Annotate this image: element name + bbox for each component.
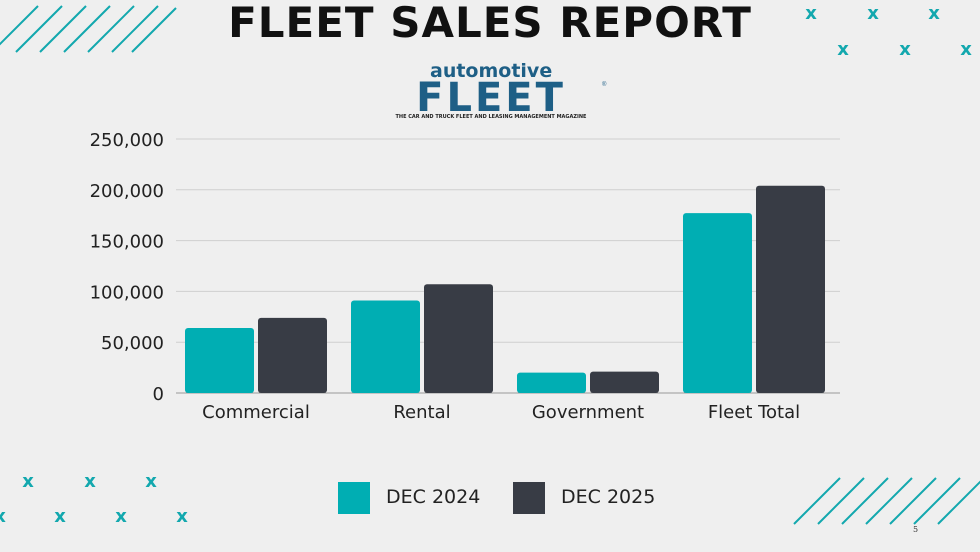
legend-label-dec-2024: DEC 2024: [386, 486, 481, 508]
y-tick-label: 200,000: [90, 181, 164, 202]
y-tick-label: 100,000: [90, 282, 164, 303]
logo-word-automotive: automotive: [430, 60, 553, 82]
bars: [185, 185, 825, 393]
x-axis-tick-labels: Commercial Rental Government Fleet Total: [202, 402, 800, 423]
legend-label-dec-2025: DEC 2025: [561, 486, 656, 508]
logo-registered-mark: ®: [602, 82, 607, 88]
bar-fleet-total-dec-2024: [683, 213, 752, 393]
x-tick-label-commercial: Commercial: [202, 402, 310, 423]
x-marker-4: x: [899, 39, 911, 60]
x-marker-12: x: [176, 506, 188, 527]
x-tick-label-fleet-total: Fleet Total: [708, 402, 800, 423]
y-tick-label: 150,000: [90, 232, 164, 253]
x-marker-7: x: [84, 471, 96, 492]
stripes-top-left-decoration: [0, 5, 177, 53]
logo-word-fleet: FLEET: [416, 75, 566, 121]
y-axis-tick-labels: 0 50,000 100,000 150,000 200,000 250,000: [90, 130, 164, 405]
x-marker-5: x: [960, 39, 972, 60]
bar-government-dec-2024: [517, 372, 586, 393]
x-tick-label-rental: Rental: [393, 402, 450, 423]
x-marker-1: x: [867, 3, 879, 24]
bar-chart: 0 50,000 100,000 150,000 200,000 250,000 Comm…: [90, 130, 840, 423]
automotive-fleet-logo: automotive FLEET ® THE CAR AND TRUCK FLE…: [378, 60, 608, 122]
bar-government-dec-2025: [590, 371, 659, 393]
x-marker-2: x: [928, 3, 940, 24]
bar-commercial-dec-2025: [258, 317, 327, 393]
x-marker-10: x: [54, 506, 66, 527]
bar-fleet-total-dec-2025: [756, 185, 825, 393]
x-marker-6: x: [22, 471, 34, 492]
legend-swatch-dec-2024: [338, 482, 370, 514]
x-marker-8: x: [145, 471, 157, 492]
stripes-bottom-right-decoration: [793, 477, 980, 525]
x-marker-3: x: [837, 39, 849, 60]
bar-rental-dec-2024: [351, 300, 420, 393]
y-tick-label: 250,000: [90, 130, 164, 151]
x-marker-11: x: [115, 506, 127, 527]
page-number: 5: [913, 525, 919, 534]
bar-commercial-dec-2024: [185, 327, 254, 393]
y-tick-label: 50,000: [101, 333, 164, 354]
x-tick-label-government: Government: [532, 402, 644, 423]
bar-rental-dec-2025: [424, 284, 493, 393]
legend-swatch-dec-2025: [513, 482, 545, 514]
x-marker-9: x: [0, 506, 6, 527]
x-marker-0: x: [805, 3, 817, 24]
logo-tagline: THE CAR AND TRUCK FLEET AND LEASING MANA…: [395, 114, 587, 120]
page-title: FLEET SALES REPORT: [228, 0, 752, 47]
y-tick-label: 0: [153, 384, 164, 405]
